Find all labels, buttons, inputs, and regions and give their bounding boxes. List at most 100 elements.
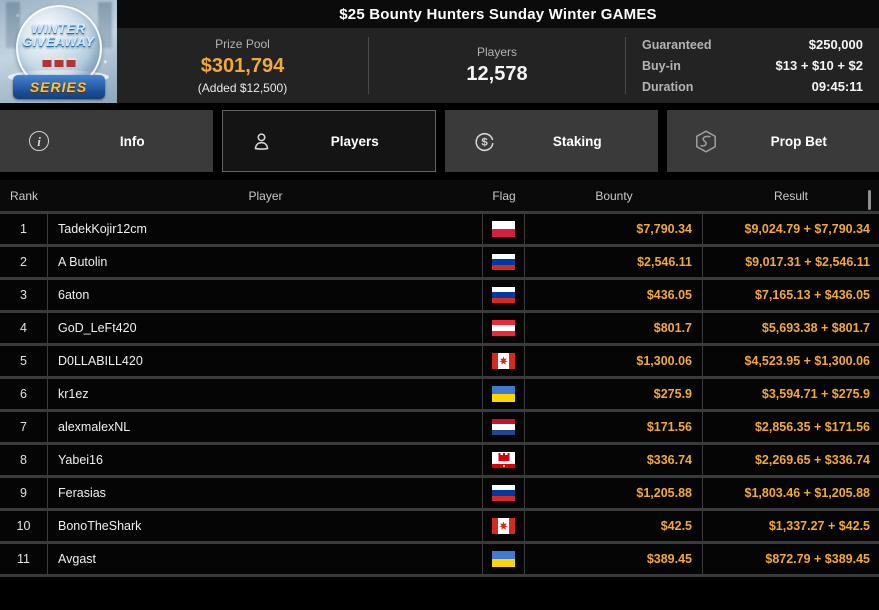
scrollbar-thumb[interactable] <box>868 190 871 210</box>
flag-ukraine <box>492 551 515 567</box>
bounty-cell: $801.7 <box>525 313 703 343</box>
prize-pool-value: $301,794 <box>200 54 285 77</box>
player-name-cell: Ferasias <box>48 478 483 508</box>
houses-art <box>42 58 75 67</box>
bounty-cell: $389.45 <box>525 544 703 574</box>
info-icon: i <box>29 131 49 151</box>
rank-cell: 4 <box>0 313 48 343</box>
column-header-flag: Flag <box>492 188 516 203</box>
players-value: 12,578 <box>466 63 528 85</box>
player-name-cell: D0LLABILL420 <box>48 346 483 376</box>
flag-ukraine <box>492 386 515 402</box>
detail-row: Buy-in $13 + $10 + $2 <box>642 58 863 73</box>
table-row[interactable]: 11 Avgast $389.45 $872.79 + $389.45 <box>0 544 879 577</box>
logo-line1: WINTER <box>31 21 86 36</box>
house-art <box>54 58 63 67</box>
winter-giveaway-logo: WINTER GIVEAWAY SERIES <box>0 0 117 103</box>
player-name-cell: A Butolin <box>48 247 483 277</box>
table-row[interactable]: 4 GoD_LeFt420 $801.7 $5,693.38 + $801.7 <box>0 313 879 346</box>
flag-cell <box>483 478 525 508</box>
players-label: Players <box>476 45 517 59</box>
bounty-cell: $171.56 <box>525 412 703 442</box>
flag-cell <box>483 313 525 343</box>
result-cell: $4,523.95 + $1,300.06 <box>744 354 870 368</box>
detail-value: 09:45:11 <box>811 79 863 94</box>
rank-cell: 6 <box>0 379 48 409</box>
svg-text:$: $ <box>481 136 488 148</box>
tab-players[interactable]: Players <box>221 110 436 172</box>
flag-cell <box>483 214 525 244</box>
tab-label: Prop Bet <box>770 133 827 149</box>
detail-row: Duration 09:45:11 <box>642 79 863 94</box>
tab-label: Staking <box>552 133 602 149</box>
bounty-cell: $1,205.88 <box>525 478 703 508</box>
flag-poland <box>492 221 515 237</box>
table-row[interactable]: 1 TadekKojir12cm $7,790.34 $9,024.79 + $… <box>0 214 879 247</box>
flag-cell <box>483 412 525 442</box>
tab-label: Info <box>119 133 145 149</box>
table-row[interactable]: 2 A Butolin $2,546.11 $9,017.31 + $2,546… <box>0 247 879 280</box>
bounty-cell: $275.9 <box>525 379 703 409</box>
stats-bar: Prize Pool $301,794 (Added $12,500) Play… <box>117 28 879 103</box>
tab-label: Players <box>330 133 379 149</box>
flag-russia <box>492 287 515 303</box>
result-cell: $1,337.27 + $42.5 <box>768 519 870 533</box>
players-count-section: Players 12,578 <box>369 28 625 103</box>
divider <box>625 37 626 94</box>
table-row[interactable]: 7 alexmalexNL $171.56 $2,856.35 + $171.5… <box>0 412 879 445</box>
flag-cell <box>483 346 525 376</box>
detail-row: Guaranteed $250,000 <box>642 37 863 52</box>
flag-cell <box>483 247 525 277</box>
player-name-cell: BonoTheShark <box>48 511 483 541</box>
players-table: 1 TadekKojir12cm $7,790.34 $9,024.79 + $… <box>0 214 879 577</box>
rank-cell: 9 <box>0 478 48 508</box>
prize-pool-section: Prize Pool $301,794 (Added $12,500) <box>117 28 368 103</box>
result-cell: $9,024.79 + $7,790.34 <box>744 222 870 236</box>
detail-label: Guaranteed <box>642 37 712 52</box>
flag-cell <box>483 511 525 541</box>
rank-cell: 7 <box>0 412 48 442</box>
rank-cell: 8 <box>0 445 48 475</box>
divider <box>368 37 369 94</box>
result-cell: $7,165.13 + $436.05 <box>754 288 870 302</box>
logo-line2: GIVEAWAY <box>22 34 95 49</box>
flag-cell <box>483 445 525 475</box>
detail-label: Duration <box>642 79 694 94</box>
result-cell: $1,803.46 + $1,205.88 <box>744 486 870 500</box>
logo-text: WINTER GIVEAWAY <box>0 22 117 48</box>
staking-icon: $ <box>474 132 494 151</box>
tab-staking[interactable]: $ Staking <box>445 110 658 172</box>
tree-art <box>98 2 112 48</box>
flag-cell <box>483 280 525 310</box>
detail-value: $250,000 <box>808 37 863 52</box>
flag-netherlands <box>492 419 515 435</box>
flag-russia <box>492 485 515 501</box>
column-header-bounty: Bounty <box>595 188 633 203</box>
table-row[interactable]: 9 Ferasias $1,205.88 $1,803.46 + $1,205.… <box>0 478 879 511</box>
rank-cell: 2 <box>0 247 48 277</box>
table-row[interactable]: 8 Yabei16 $336.74 $2,269.65 + $336.74 <box>0 445 879 478</box>
tab-info[interactable]: i Info <box>0 110 213 172</box>
bounty-cell: $436.05 <box>525 280 703 310</box>
rank-cell: 3 <box>0 280 48 310</box>
tournament-title: $25 Bounty Hunters Sunday Winter GAMES <box>339 5 657 23</box>
player-name-cell: 6aton <box>48 280 483 310</box>
table-row[interactable]: 5 D0LLABILL420 $1,300.06 $4,523.95 + $1,… <box>0 346 879 379</box>
column-header-player: Player <box>248 188 283 203</box>
flag-cell <box>483 379 525 409</box>
result-cell: $5,693.38 + $801.7 <box>761 321 870 335</box>
house-art <box>42 58 51 67</box>
player-name-cell: Yabei16 <box>48 445 483 475</box>
table-row[interactable]: 6 kr1ez $275.9 $3,594.71 + $275.9 <box>0 379 879 412</box>
tab-bar: i Info Players $ Staking Prop Bet <box>0 110 879 172</box>
table-row[interactable]: 10 BonoTheShark $42.5 $1,337.27 + $42.5 <box>0 511 879 544</box>
detail-label: Buy-in <box>642 58 681 73</box>
players-icon <box>254 132 269 150</box>
result-cell: $3,594.71 + $275.9 <box>761 387 870 401</box>
rank-cell: 1 <box>0 214 48 244</box>
table-row[interactable]: 3 6aton $436.05 $7,165.13 + $436.05 <box>0 280 879 313</box>
bounty-cell: $7,790.34 <box>525 214 703 244</box>
tab-prop-bet[interactable]: Prop Bet <box>666 110 879 172</box>
prize-pool-label: Prize Pool <box>215 36 270 51</box>
